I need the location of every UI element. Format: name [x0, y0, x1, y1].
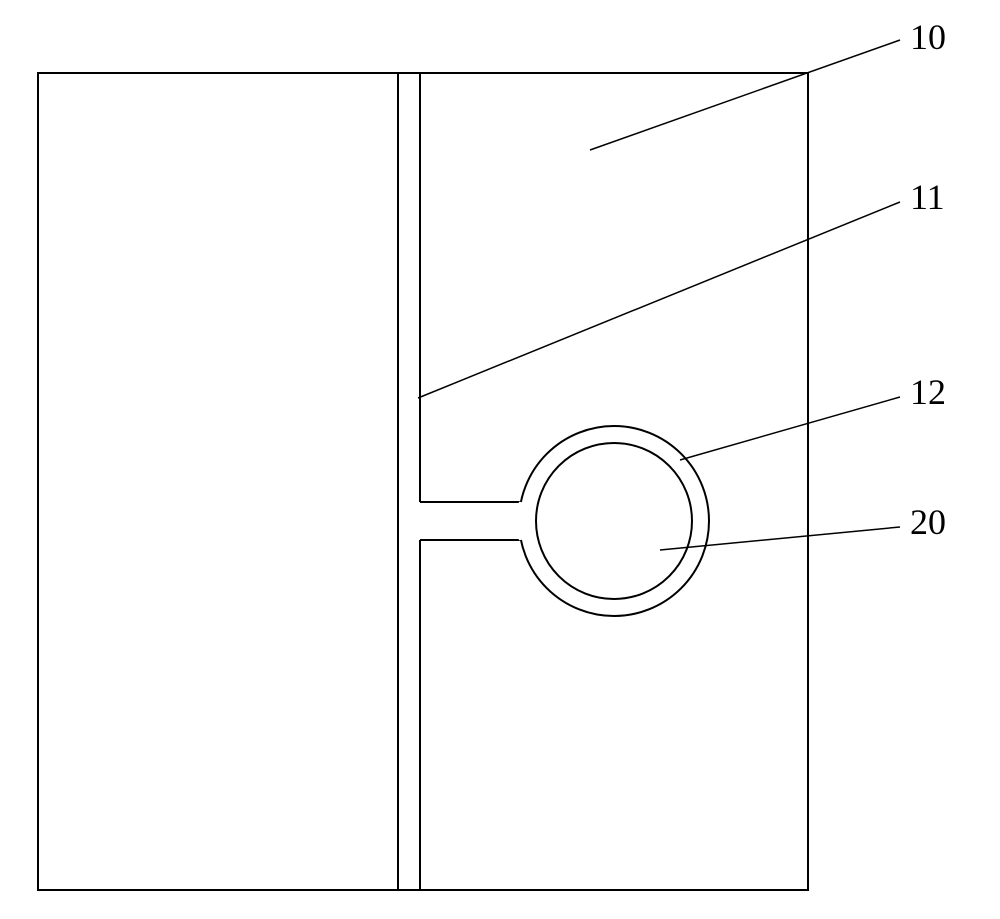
label-12: 12 [910, 372, 946, 412]
label-11: 11 [910, 177, 945, 217]
leader-line-11 [418, 202, 900, 398]
outer-body [38, 73, 808, 890]
label-10: 10 [910, 17, 946, 57]
ring-outer-gap [519, 502, 521, 540]
ring-inner [536, 443, 692, 599]
leader-line-10 [590, 40, 900, 150]
ring-outer [519, 426, 709, 616]
leader-line-20 [660, 527, 900, 550]
leader-line-12 [680, 397, 900, 460]
label-20: 20 [910, 502, 946, 542]
